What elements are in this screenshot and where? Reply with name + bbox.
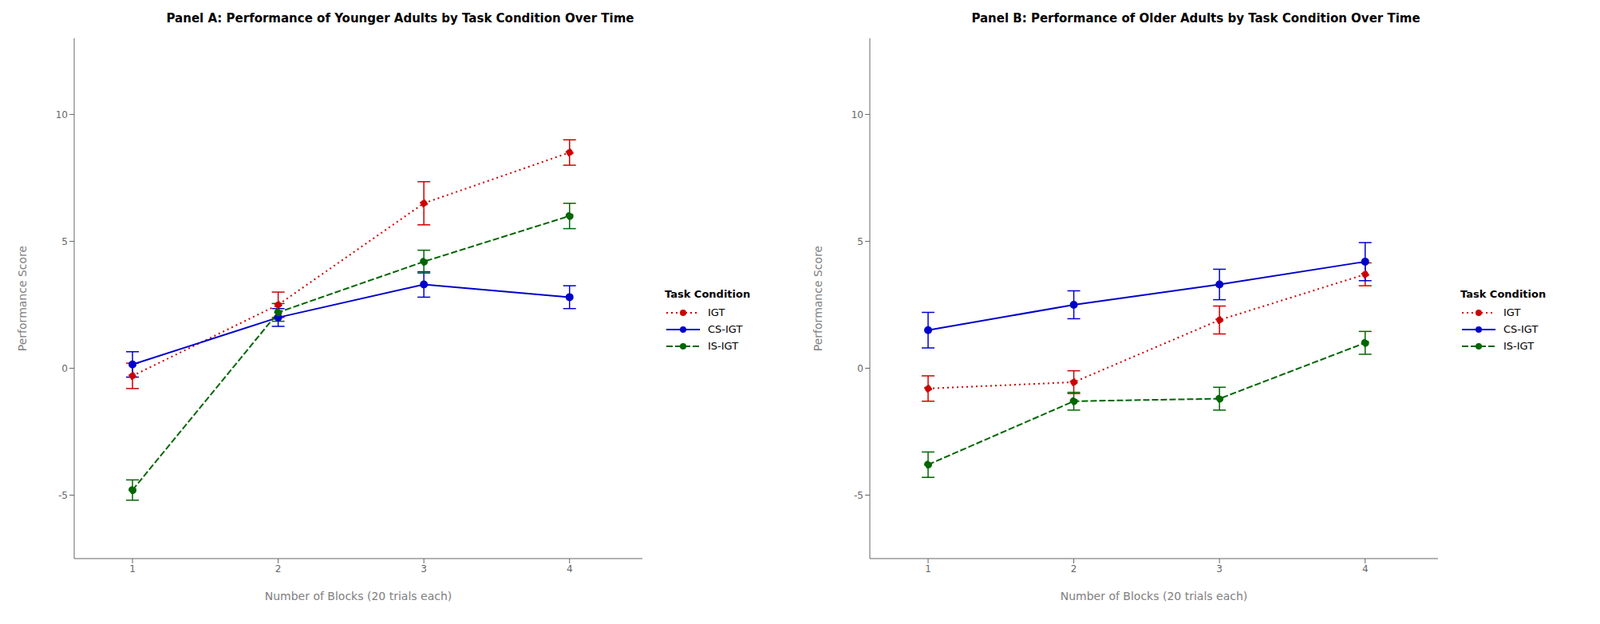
html-text:Task Condition: Task Condition (664, 288, 751, 301)
html-text:Panel B: Performance of Older: Panel B: Performance of Older Adults by … (971, 11, 1421, 26)
html-text:IGT: IGT (1503, 306, 1521, 319)
svg-text:2: 2 (275, 563, 282, 575)
svg-text:Number of Blocks (20 trials ea: Number of Blocks (20 trials each) (1060, 589, 1249, 603)
html-text:CS-IGT: CS-IGT (707, 323, 743, 336)
svg-text:1: 1 (129, 563, 136, 575)
svg-text:3: 3 (420, 563, 427, 575)
svg-text:10: 10 (851, 109, 864, 121)
svg-text:3: 3 (1216, 563, 1223, 575)
svg-text:Performance Score: Performance Score (15, 245, 29, 352)
svg-text:Number of Blocks (20 trials ea: Number of Blocks (20 trials each) (264, 589, 453, 603)
svg-text:Performance Score: Performance Score (811, 245, 825, 352)
html-text:Panel A: Performance of Younge: Panel A: Performance of Younger Adults b… (166, 11, 635, 26)
html-text:Task Condition: Task Condition (1460, 288, 1546, 301)
svg-text:5: 5 (857, 236, 864, 248)
svg-text:4: 4 (566, 563, 573, 575)
svg-text:0: 0 (857, 363, 864, 375)
html-text:IGT: IGT (707, 306, 725, 319)
svg-text:-5: -5 (853, 489, 864, 502)
svg-text:0: 0 (61, 363, 68, 375)
svg-text:4: 4 (1362, 563, 1369, 575)
svg-text:1: 1 (924, 563, 932, 575)
svg-text:5: 5 (61, 236, 68, 248)
svg-text:10: 10 (55, 109, 68, 121)
html-text:IS-IGT: IS-IGT (1503, 339, 1534, 352)
html-text:CS-IGT: CS-IGT (1503, 323, 1539, 336)
svg-text:2: 2 (1070, 563, 1078, 575)
html-text:IS-IGT: IS-IGT (707, 339, 739, 352)
svg-text:-5: -5 (58, 489, 68, 502)
